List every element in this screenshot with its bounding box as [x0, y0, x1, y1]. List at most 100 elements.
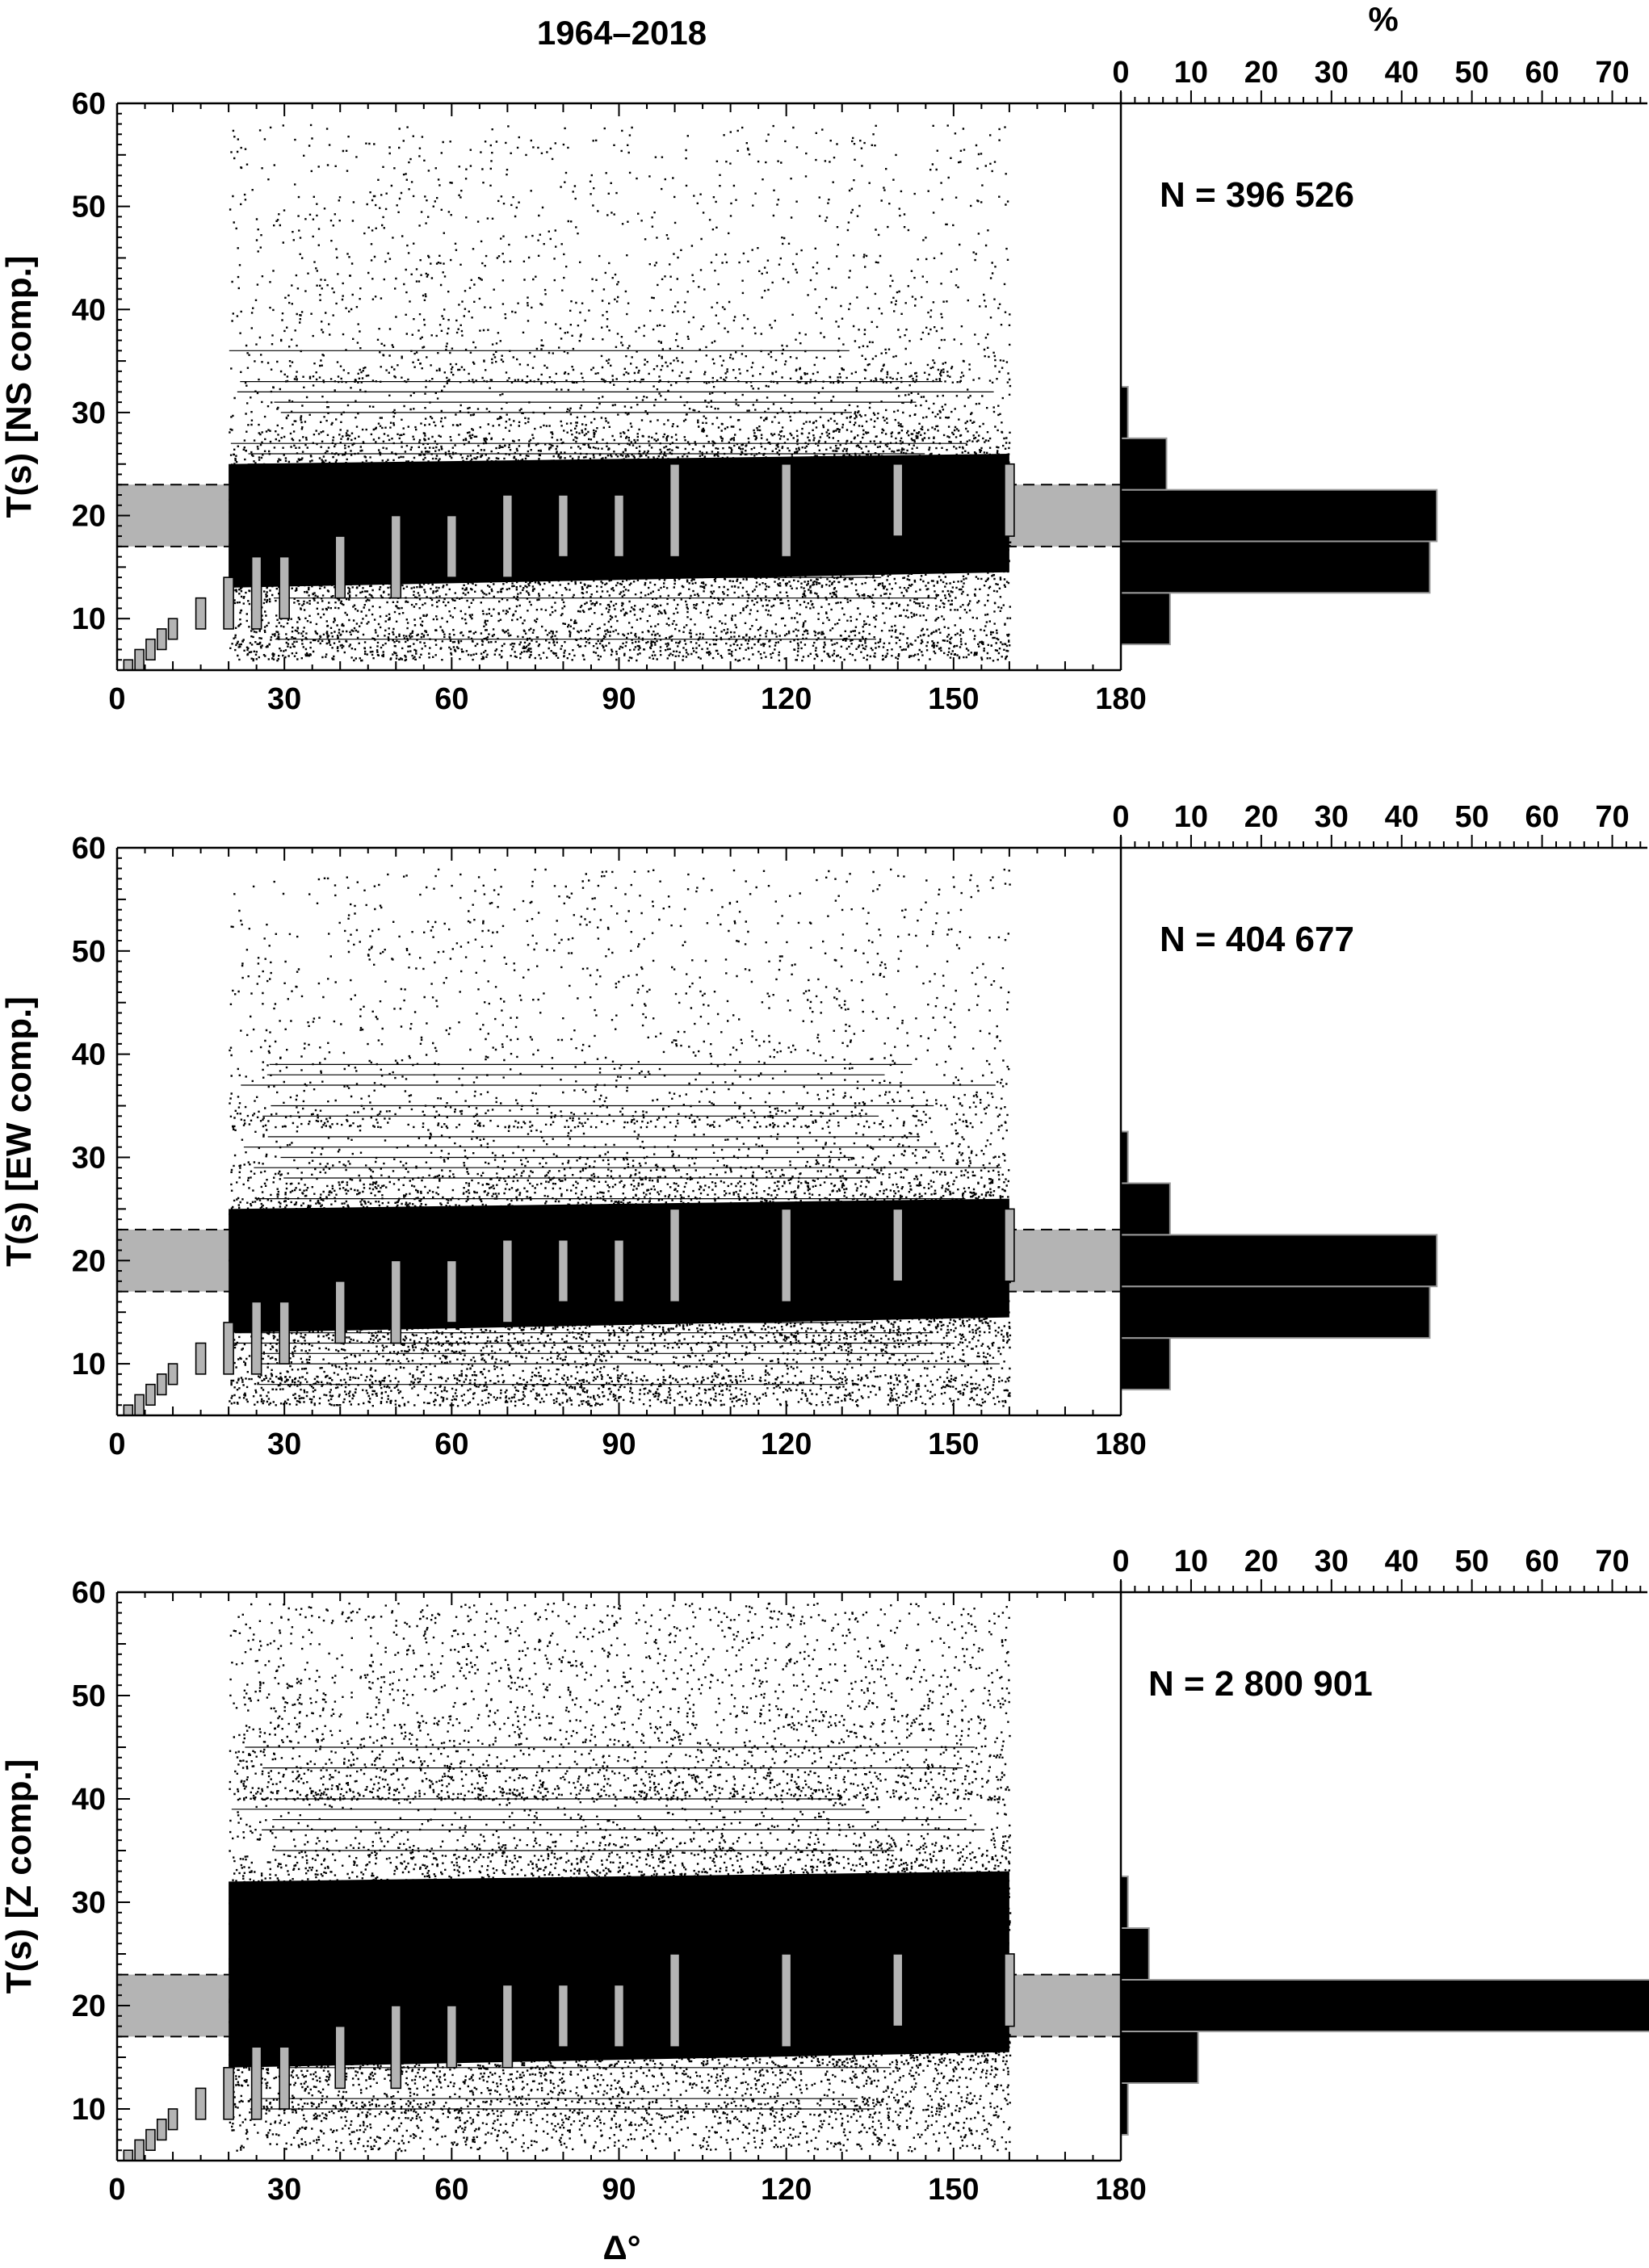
- reference-band-left: [117, 1229, 229, 1292]
- x-tick-label: 180: [1095, 2173, 1146, 2207]
- sample-count-label: N = 404 677: [1160, 920, 1354, 959]
- period-box: [390, 2005, 402, 2090]
- period-box: [334, 535, 346, 599]
- y-axis-label: T(s) [Z comp.]: [0, 1759, 39, 1994]
- period-box: [780, 1953, 792, 2048]
- period-box: [780, 463, 792, 558]
- panel-3: 10 20 30 40 50 60 0 30 60 90 120 150 180 0 10 20 30 40 50 6…: [0, 1545, 1649, 2207]
- period-box: [613, 1984, 625, 2048]
- period-box: [780, 1208, 792, 1303]
- period-box: [669, 1953, 681, 2048]
- x-tick-label: 150: [928, 2173, 979, 2207]
- period-box: [557, 1239, 569, 1303]
- histogram-tick-label: 40: [1385, 56, 1419, 90]
- period-box: [145, 1383, 156, 1406]
- y-tick-label: 60: [72, 1576, 106, 1610]
- period-box: [501, 1984, 514, 2069]
- histogram-bar: [1120, 1979, 1649, 2032]
- period-box: [892, 1953, 904, 2027]
- histogram-tick-label: 30: [1315, 56, 1349, 90]
- x-tick-label: 120: [761, 682, 812, 716]
- panel-1: 10 20 30 40 50 60 0 30 60 90 120 150 180 0 10 20 30 40 50 6…: [0, 56, 1647, 716]
- x-tick-label: 90: [602, 1427, 636, 1461]
- histogram-bar: [1120, 592, 1171, 646]
- y-axis-label: T(s) [EW comp.]: [0, 996, 39, 1267]
- x-tick-label: 180: [1095, 682, 1146, 716]
- x-tick-label: 60: [434, 1427, 468, 1461]
- period-box: [134, 1394, 145, 1416]
- period-box: [446, 1260, 458, 1323]
- period-box: [195, 1342, 207, 1375]
- histogram-tick-label: 0: [1112, 56, 1129, 90]
- y-tick-label: 60: [72, 832, 106, 866]
- histogram-bar: [1120, 2082, 1129, 2136]
- period-box: [557, 494, 569, 558]
- period-box: [195, 2087, 207, 2120]
- scatter-points: [229, 1602, 1012, 2153]
- histogram-bar: [1120, 1876, 1129, 1929]
- histogram-tick-label: 40: [1385, 1545, 1419, 1578]
- y-tick-label: 40: [72, 1783, 106, 1817]
- histogram-bar: [1120, 488, 1438, 543]
- sample-count-label: N = 2 800 901: [1148, 1664, 1373, 1704]
- period-box: [279, 1301, 290, 1365]
- histogram-tick-label: 20: [1244, 1545, 1278, 1578]
- y-tick-label: 40: [72, 1038, 106, 1072]
- y-tick-label: 50: [72, 935, 106, 969]
- period-box: [167, 1363, 178, 1386]
- histogram-bar: [1120, 1130, 1129, 1184]
- period-box: [123, 1404, 134, 1416]
- y-tick-label: 50: [72, 1679, 106, 1713]
- period-box: [613, 494, 625, 558]
- y-axis-label: T(s) [NS comp.]: [0, 255, 39, 518]
- period-box: [134, 2139, 145, 2161]
- y-tick-label: 20: [72, 1244, 106, 1278]
- histogram-bar: [1120, 2031, 1199, 2084]
- period-box: [145, 2128, 156, 2152]
- period-box: [501, 494, 514, 578]
- histogram-tick-label: 10: [1174, 800, 1208, 834]
- y-tick-label: 10: [72, 2093, 106, 2127]
- histogram-tick-label: 0: [1112, 800, 1129, 834]
- histogram-bar: [1120, 1182, 1171, 1236]
- period-box: [334, 2025, 346, 2090]
- period-box: [156, 2119, 167, 2141]
- y-tick-label: 10: [72, 602, 106, 636]
- period-box: [390, 514, 402, 599]
- histogram-tick-label: 20: [1244, 56, 1278, 90]
- period-box: [446, 514, 458, 578]
- period-box: [250, 2046, 262, 2120]
- period-box: [123, 659, 134, 671]
- period-box: [195, 597, 207, 630]
- histogram-tick-label: 70: [1595, 56, 1629, 90]
- y-tick-label: 30: [72, 1141, 106, 1175]
- period-box: [892, 463, 904, 537]
- histogram-tick-label: 50: [1455, 1545, 1489, 1578]
- period-box: [134, 648, 145, 671]
- y-tick-label: 40: [72, 293, 106, 327]
- period-box: [223, 576, 234, 630]
- x-tick-label: 60: [434, 682, 468, 716]
- period-box: [613, 1239, 625, 1303]
- period-box: [167, 2108, 178, 2131]
- period-box: [557, 1984, 569, 2048]
- period-box: [123, 2149, 134, 2161]
- histogram-tick-label: 20: [1244, 800, 1278, 834]
- period-box: [334, 1281, 346, 1344]
- period-box: [1004, 1953, 1015, 2027]
- period-box: [279, 555, 290, 619]
- reference-band-right: [1009, 1229, 1121, 1292]
- histogram-tick-label: 50: [1455, 56, 1489, 90]
- histogram-tick-label: 60: [1525, 800, 1559, 834]
- period-box: [145, 638, 156, 661]
- period-box: [279, 2046, 290, 2110]
- x-tick-label: 150: [928, 1427, 979, 1461]
- y-tick-label: 30: [72, 396, 106, 430]
- period-box: [390, 1260, 402, 1344]
- reference-band-right: [1009, 1974, 1121, 2037]
- histogram-bar: [1120, 1337, 1171, 1391]
- y-tick-label: 20: [72, 500, 106, 534]
- period-box: [223, 2067, 234, 2120]
- period-box: [167, 618, 178, 640]
